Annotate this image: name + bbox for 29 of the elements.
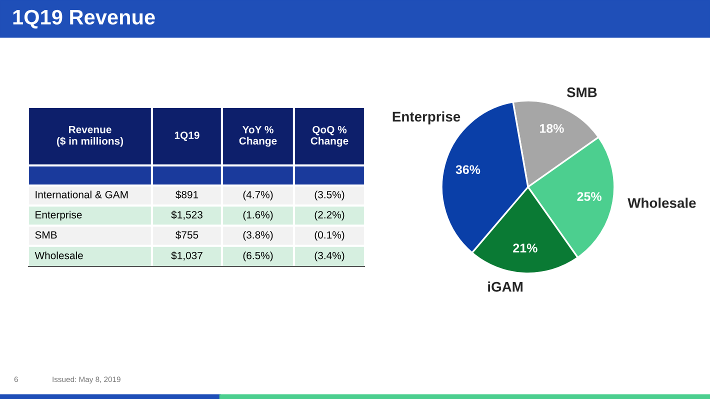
text: $755 [176, 230, 198, 240]
data-label: 21% [513, 244, 538, 252]
data-label: 36% [456, 165, 480, 174]
text: (1.6%) [243, 210, 273, 221]
text: $891 [176, 190, 198, 199]
text: SMB [35, 231, 57, 239]
data-label: 18% [540, 124, 564, 133]
text: Enterprise [36, 210, 82, 221]
text: 1Q19 [174, 132, 200, 141]
text: $1,523 [171, 210, 202, 220]
slice-label: iGAM [488, 282, 522, 292]
slice-label: Wholesale [628, 198, 696, 208]
slice-label: SMB [566, 87, 597, 98]
text: (3.5%) [314, 190, 344, 200]
text: Wholesale [34, 252, 83, 260]
text: (3.8%) [243, 230, 273, 241]
text: (2.2%) [314, 210, 344, 221]
data-label: 25% [577, 192, 602, 201]
text: (6.5%) [243, 252, 273, 262]
text: (3.4%) [314, 252, 344, 262]
text: $1,037 [171, 251, 202, 260]
text: (4.7%) [243, 190, 273, 200]
text: (0.1%) [314, 230, 344, 241]
text: Revenue ($ in millions) [56, 126, 124, 147]
slice-label: Enterprise [392, 111, 460, 124]
text: 1Q19 Revenue [13, 10, 155, 28]
text: QoQ % Change [310, 126, 348, 147]
text: YoY % Change [239, 126, 277, 147]
text: International & GAM [36, 190, 128, 198]
